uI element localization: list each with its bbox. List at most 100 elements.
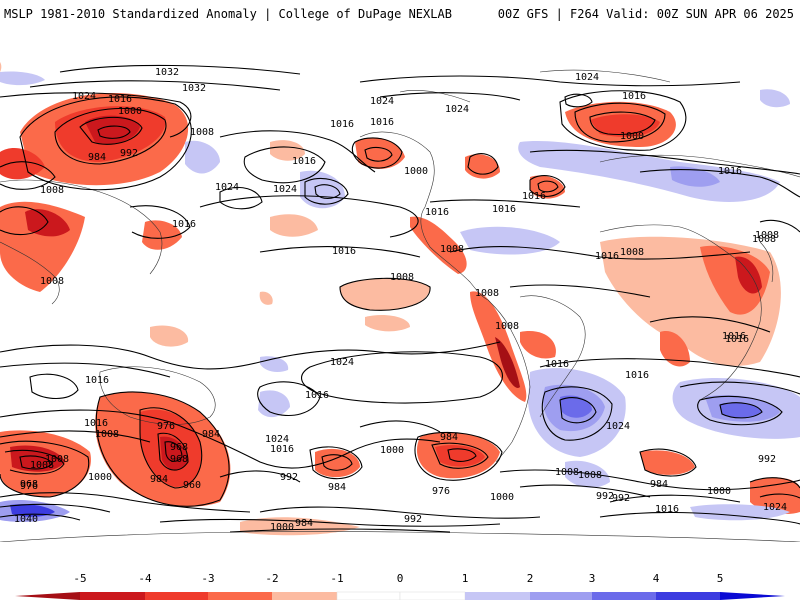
colorbar-tick-label: 4 [653,572,660,585]
isobar [697,395,783,426]
isobar [759,219,800,233]
isobar-label: 1024 [215,182,239,193]
isobar [431,442,489,469]
isobar [0,513,81,521]
isobar-label: 1016 [622,91,646,102]
isobar-label: 1000 [118,106,142,117]
isobar-label: 1008 [555,467,579,478]
anomaly-fill [240,517,360,536]
header: MSLP 1981-2010 Standardized Anomaly | Co… [0,0,800,28]
isobar [364,146,393,162]
coastline [0,531,800,542]
colorbar-ticks: -5 -4 -3 -2 -1 0 1 2 3 4 5 [73,572,723,585]
colorbar: -5 -4 -3 -2 -1 0 1 2 3 4 5 [15,572,785,600]
isobar-label: 984 [295,518,313,529]
colorbar-swatch [465,592,530,600]
anomaly-fill [10,504,55,517]
isobar-label: 1040 [14,514,38,525]
anomaly-fill [760,89,790,108]
anomaly-fill [495,337,520,388]
isobar-label: 1024 [370,96,394,107]
anomaly-fill [735,256,762,294]
isobar-label: 992 [280,472,298,483]
colorbar-swatch [399,591,466,600]
isobar [79,116,143,145]
isobar-label: 1008 [752,234,776,245]
anomaly-fill [460,226,560,255]
isobar-label: 1016 [270,444,294,455]
isobar-label: 1008 [475,288,499,299]
isobar-label: 1000 [490,492,514,503]
isobar [359,420,441,433]
isobar-label: 1024 [445,104,469,115]
run-valid-time: 00Z GFS | F264 Valid: 00Z SUN APR 06 202… [497,7,794,21]
coastlines [0,69,800,542]
isobar-label: 1016 [85,375,109,386]
anomaly-fill [670,166,720,187]
isobar [159,518,501,527]
isobar [541,386,613,441]
anomaly-fill [410,216,467,274]
anomaly-fill [150,325,189,347]
anomaly-fill [720,402,762,418]
colorbar-arrow-high [720,592,785,600]
isobar [339,277,431,311]
isobar [129,205,191,239]
anomaly-fill [142,220,182,250]
isobar [95,391,230,507]
isobar [599,511,800,525]
anomaly-fill [0,62,2,72]
anomaly-fill [365,315,410,332]
isobar-label: 984 [150,474,168,485]
colorbar-arrow-low [15,592,80,600]
isobar-label: 1008 [95,429,119,440]
anomaly-fill [690,504,790,521]
isobar [301,351,504,404]
isobar [679,381,800,395]
isobar-label: 1024 [330,357,354,368]
colorbar-tick-label: 0 [397,572,404,585]
isobar [54,107,167,165]
isobar-label: 1016 [722,331,746,342]
isobar-label: 976 [432,486,450,497]
colorbar-swatch [145,592,208,600]
isobar-label: 1000 [707,486,731,497]
colorbar-tick-label: -1 [330,572,343,585]
isobar-label: 1008 [620,247,644,258]
negative-anomaly-fills [0,62,800,536]
isobar [0,440,90,498]
isobar [157,432,189,471]
isobar [719,402,763,419]
isobar-label: 1016 [522,191,546,202]
isobar-label: 1024 [273,184,297,195]
anomaly-fill [530,175,565,199]
isobar-label: 992 [612,493,630,504]
isobar-label: 1008 [45,454,69,465]
anomaly-fill [700,245,770,315]
colorbar-swatches [15,591,785,600]
anomaly-fill [185,140,220,174]
isobar-label: 1016 [718,166,742,177]
isobar-label: 1000 [88,472,112,483]
isobar-label: 1016 [172,219,196,230]
isobar-label: 968 [170,442,188,453]
isobar [564,93,593,108]
isobar [529,174,566,197]
isobar-label: 1008 [190,127,214,138]
isobar [639,448,697,477]
isobar-label: 968 [20,479,38,490]
isobar-label: 1016 [108,94,132,105]
coastline [0,241,60,305]
colorbar-swatch [656,592,720,600]
isobar [59,64,301,75]
isobar-label: 1024 [265,434,289,445]
isobar-label: 992 [120,148,138,159]
isobar [639,168,800,198]
isobar-label: 992 [758,454,776,465]
isobar [259,506,541,519]
isobar [219,130,376,173]
isobar [589,111,656,136]
isobar [309,446,363,480]
colorbar-tick-label: 5 [717,572,724,585]
isobar [0,492,251,513]
